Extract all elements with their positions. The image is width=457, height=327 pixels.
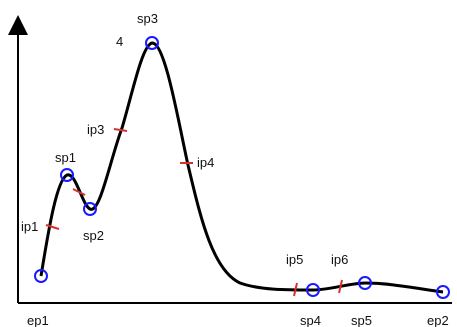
ip6-tick: [338, 279, 343, 294]
peak-value-label: 4: [116, 34, 123, 49]
ep1-label: ep1: [27, 313, 49, 327]
sp1-label: sp1: [55, 150, 76, 165]
ip5-tick: [293, 282, 298, 297]
ep2-label: ep2: [427, 313, 449, 327]
ip4-label: ip4: [197, 155, 214, 170]
sp3-point: [145, 36, 159, 50]
sp4-point: [306, 283, 320, 297]
sp5-point: [358, 276, 372, 290]
ip2-tick: [72, 188, 86, 196]
ip1-tick: [45, 224, 60, 230]
ip3-label: ip3: [87, 122, 104, 137]
ip1-label: ip1: [21, 219, 38, 234]
sp4-label: sp4: [300, 313, 321, 327]
ip3-tick: [113, 128, 128, 132]
sp2-label: sp2: [83, 228, 104, 243]
sp2-point: [83, 202, 97, 216]
ep1-point: [34, 269, 48, 283]
ip5-label: ip5: [286, 252, 303, 267]
sp5-label: sp5: [351, 313, 372, 327]
spline-curve: [39, 41, 444, 294]
sp1-point: [60, 168, 74, 182]
sp3-label: sp3: [137, 11, 158, 26]
ep2-point: [436, 285, 450, 299]
ip6-label: ip6: [331, 252, 348, 267]
